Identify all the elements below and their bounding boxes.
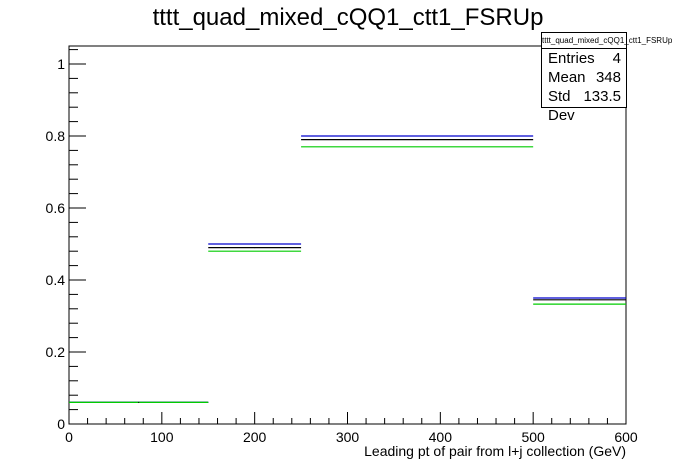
y-tick-label: 0.6 xyxy=(46,200,66,216)
chart-title: tttt_quad_mixed_cQQ1_ctt1_FSRUp xyxy=(152,4,544,31)
stats-stddev-row: Std Dev 133.5 xyxy=(542,87,626,124)
stats-stddev-label: Std Dev xyxy=(548,88,575,124)
stats-mean-value: 348 xyxy=(595,69,621,86)
x-axis-label: Leading pt of pair from l+j collection (… xyxy=(364,443,626,459)
stats-stddev-value: 133.5 xyxy=(583,88,621,105)
x-tick-label: 600 xyxy=(614,429,638,445)
stats-entries-label: Entries xyxy=(548,50,595,67)
y-tick-label: 1 xyxy=(57,56,65,72)
stats-mean-row: Mean 348 xyxy=(542,68,626,87)
y-tick-label: 0.4 xyxy=(46,272,66,288)
bin-center-marker xyxy=(416,139,418,141)
x-tick-label: 200 xyxy=(243,429,267,445)
x-tick-label: 100 xyxy=(150,429,174,445)
bin-center-marker xyxy=(254,247,256,249)
y-tick-label: 0.2 xyxy=(46,344,66,360)
x-tick-label: 500 xyxy=(521,429,545,445)
x-tick-label: 300 xyxy=(336,429,360,445)
stats-box-title: tttt_quad_mixed_cQQ1_ctt1_FSRUp xyxy=(542,33,672,49)
bin-center-marker xyxy=(579,299,581,301)
y-tick-label: 0 xyxy=(57,416,65,432)
stats-mean-label: Mean xyxy=(548,69,586,86)
bin-center-marker xyxy=(138,401,140,403)
x-tick-label: 400 xyxy=(429,429,453,445)
stats-box: tttt_quad_mixed_cQQ1_ctt1_FSRUp Entries … xyxy=(541,32,672,124)
x-tick-label: 0 xyxy=(65,429,73,445)
stats-entries-row: Entries 4 xyxy=(542,49,626,68)
y-tick-label: 0.8 xyxy=(46,128,66,144)
stats-entries-value: 4 xyxy=(612,50,621,67)
